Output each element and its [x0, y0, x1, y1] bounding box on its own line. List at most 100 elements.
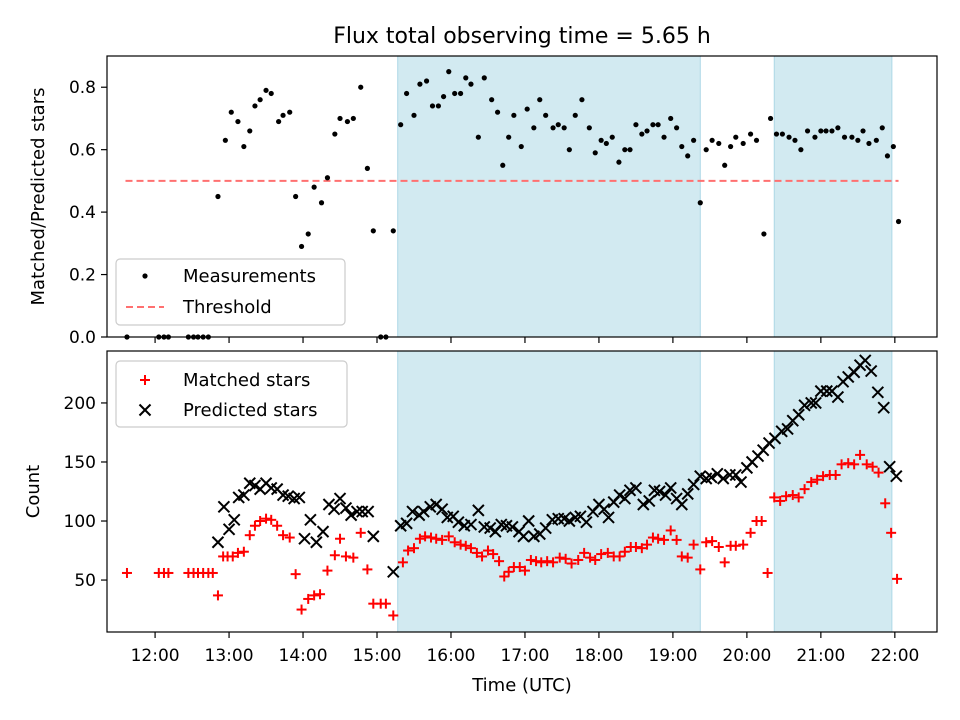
- legend-predicted-marker: [138, 403, 152, 417]
- predicted-star-point: [864, 364, 878, 378]
- measurement-point: [276, 118, 282, 125]
- matched-star-point: [602, 547, 613, 558]
- matched-star-point: [861, 459, 872, 470]
- matched-star-point: [284, 532, 295, 543]
- matched-star-point: [787, 490, 798, 501]
- x-axis-label: Time (UTC): [471, 675, 572, 696]
- matched-star-point: [843, 458, 854, 469]
- matched-star-point: [207, 567, 218, 578]
- bottom-y-tick-label: 150: [64, 453, 96, 473]
- x-tick-label: 12:00: [131, 646, 180, 666]
- matched-star-point: [261, 513, 272, 524]
- legend-matched-label: Matched stars: [183, 370, 310, 391]
- matched-star-point: [756, 516, 767, 527]
- measurement-point: [685, 153, 691, 159]
- predicted-star-point: [798, 399, 811, 412]
- predicted-star-point: [883, 460, 896, 473]
- predicted-star-point: [563, 514, 576, 528]
- matched-star-point: [892, 573, 903, 584]
- matched-star-point: [278, 530, 289, 541]
- measurement-point: [679, 143, 685, 150]
- measurement-point: [855, 137, 861, 143]
- predicted-star-point: [333, 492, 347, 505]
- matched-star-point: [642, 539, 653, 550]
- predicted-star-point: [298, 532, 311, 545]
- measurement-point: [543, 112, 549, 118]
- matched-star-point: [880, 498, 891, 509]
- bottom-x-ticks: 12:00 13:00 14:00 15:00 16:00 17:00 18:00 19:00…: [131, 632, 919, 666]
- measurement-point: [280, 112, 286, 118]
- predicted-star-point: [618, 492, 632, 505]
- predicted-star-point: [406, 505, 419, 518]
- measurement-point: [458, 90, 464, 97]
- predicted-star-point: [717, 472, 730, 485]
- measurement-point: [358, 84, 364, 90]
- matched-star-point: [335, 533, 346, 544]
- matched-star-point: [799, 484, 810, 495]
- matched-star-point: [388, 610, 399, 621]
- matched-star-point: [590, 554, 601, 565]
- measurement-point: [370, 228, 376, 234]
- top-shaded-interval: [773, 55, 893, 338]
- measurement-point: [609, 134, 615, 140]
- matched-star-point: [695, 564, 706, 575]
- top-y-tick-label: 0.0: [69, 328, 96, 348]
- predicted-star-point: [293, 491, 306, 504]
- predicted-star-point: [643, 494, 656, 508]
- measurement-point: [747, 131, 754, 137]
- matched-star-point: [380, 598, 391, 609]
- measurement-point: [753, 137, 760, 143]
- predicted-star-point: [820, 384, 833, 398]
- measurement-point: [873, 137, 879, 143]
- matched-star-point: [806, 477, 817, 488]
- matched-star-point: [707, 536, 718, 547]
- predicted-star-point: [809, 396, 822, 410]
- matched-star-point: [688, 539, 699, 550]
- predicted-star-point: [304, 513, 317, 527]
- measurement-point: [804, 128, 811, 134]
- matched-star-point: [671, 534, 682, 545]
- predicted-star-point: [435, 503, 449, 516]
- matched-star-point: [408, 543, 419, 554]
- matched-star-point: [647, 532, 658, 543]
- predicted-star-point: [552, 512, 565, 525]
- measurement-point: [779, 131, 785, 137]
- matched-star-point: [812, 474, 823, 485]
- predicted-star-point: [637, 498, 650, 511]
- measurement-point: [586, 125, 592, 131]
- bottom-series-layer: [121, 354, 903, 621]
- bottom-legend: Matched stars Predicted stars: [115, 360, 348, 428]
- predicted-star-point: [664, 481, 677, 495]
- predicted-star-point: [310, 536, 323, 549]
- measurement-point: [481, 75, 487, 81]
- matched-star-point: [420, 531, 431, 542]
- measurement-point: [429, 103, 436, 109]
- measurement-point: [716, 140, 722, 147]
- bottom-panel: 50 100 150 200 12:00 13:00 14:00 15:00 16:00 17:…: [23, 350, 938, 696]
- measurement-point: [866, 140, 872, 147]
- matched-star-point: [554, 552, 565, 563]
- matched-star-point: [232, 547, 243, 558]
- measurement-point: [440, 93, 447, 100]
- measurement-point: [452, 90, 458, 97]
- measurement-point: [895, 218, 902, 225]
- predicted-star-point: [506, 520, 519, 534]
- matched-star-point: [830, 469, 841, 480]
- legend-predicted-label: Predicted stars: [183, 400, 317, 421]
- predicted-star-point: [781, 422, 794, 436]
- top-shaded-intervals: [397, 55, 893, 338]
- matched-star-point: [465, 543, 476, 554]
- predicted-star-point: [217, 500, 231, 514]
- predicted-star-point: [356, 505, 369, 518]
- measurement-point: [537, 97, 543, 103]
- matched-star-point: [449, 537, 460, 548]
- measurement-point: [247, 128, 253, 134]
- predicted-star-point: [629, 481, 643, 495]
- measurement-point: [489, 97, 495, 103]
- predicted-star-point: [877, 401, 890, 414]
- matched-star-point: [542, 556, 553, 567]
- matched-star-point: [579, 547, 590, 558]
- predicted-star-point: [871, 386, 885, 399]
- predicted-star-point: [805, 396, 818, 410]
- matched-star-point: [212, 590, 223, 601]
